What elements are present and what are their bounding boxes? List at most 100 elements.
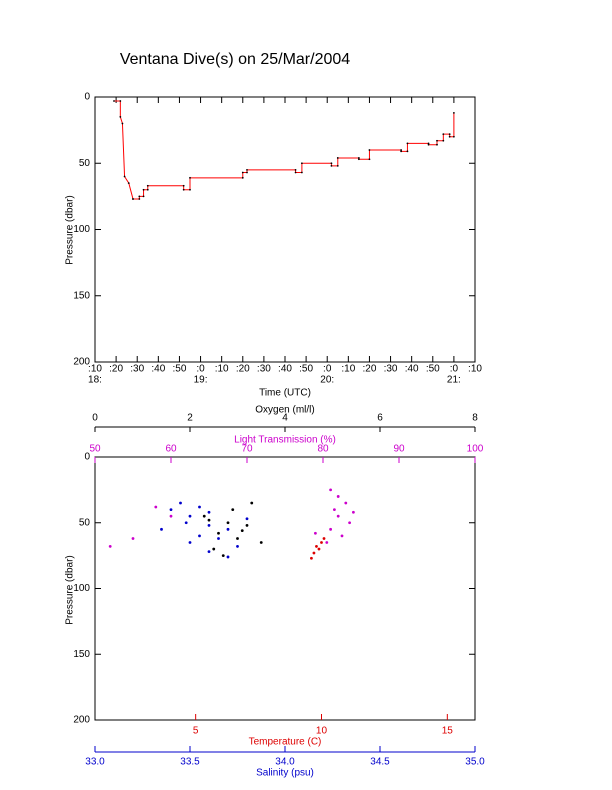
y-tick-label: 0 [84, 92, 90, 103]
x-tick-label: 80 [317, 444, 329, 455]
data-point [315, 545, 318, 548]
x-tick-label: :30 [384, 364, 398, 375]
data-point [119, 100, 122, 102]
x-tick-label: 8 [472, 413, 478, 424]
data-point [113, 100, 115, 102]
data-point [340, 534, 344, 538]
data-point [207, 523, 211, 527]
data-point [179, 501, 182, 505]
data-point [207, 550, 211, 554]
data-point [217, 537, 220, 540]
data-point [188, 514, 192, 518]
data-point [368, 149, 371, 151]
x-tick-label: :0 [450, 364, 459, 375]
data-point [442, 139, 445, 142]
data-point [241, 176, 244, 179]
x-tick-label: :50 [172, 364, 186, 375]
data-point [108, 545, 112, 548]
x-axis-title: Salinity (psu) [256, 768, 314, 779]
y-tick-label: 50 [79, 158, 91, 169]
x-tick-label: :50 [299, 364, 313, 375]
data-point [245, 517, 249, 521]
y-tick-label: 50 [79, 517, 91, 528]
data-point [320, 541, 323, 544]
y-axis-title: Pressure (dbar) [65, 555, 76, 624]
y-axis-title: Pressure (dbar) [65, 195, 76, 264]
data-point [245, 523, 249, 527]
data-point [452, 112, 455, 114]
x-tick-label: :0 [196, 364, 205, 375]
x-tick-label: 33.5 [180, 757, 200, 768]
data-point [336, 495, 340, 498]
y-tick-label: 100 [73, 583, 90, 594]
data-point [357, 158, 360, 161]
data-point [368, 158, 371, 161]
data-point [336, 165, 339, 167]
data-point [300, 162, 303, 165]
data-point [406, 150, 409, 153]
data-point [427, 142, 430, 145]
data-point [119, 115, 122, 118]
x-tick-label: :40 [405, 364, 419, 375]
data-point [221, 554, 225, 558]
data-point [217, 531, 220, 535]
x-tick-label: 60 [165, 444, 177, 455]
data-point [400, 149, 403, 151]
data-point [121, 122, 124, 125]
x-tick-label: 0 [92, 413, 98, 424]
data-point [325, 541, 329, 544]
data-point [310, 556, 313, 560]
data-point [169, 514, 173, 518]
data-point [132, 198, 134, 200]
data-point [189, 188, 191, 191]
data-point [330, 165, 333, 167]
data-line [114, 100, 455, 200]
x-tick-label: 70 [241, 444, 253, 455]
data-point [329, 488, 332, 492]
y-tick-label: 0 [84, 452, 90, 463]
data-point [198, 505, 201, 509]
x-axis-title: Light Transmission (%) [234, 435, 336, 446]
x-tick-label: 2 [187, 413, 193, 424]
data-point [182, 184, 185, 187]
data-point [189, 176, 191, 179]
x-axis-title: Temperature (C) [249, 737, 322, 748]
x-tick-label: 90 [393, 444, 405, 455]
data-point [436, 139, 438, 142]
x-axis-title: Time (UTC) [259, 388, 311, 399]
x-tick-label: 5 [193, 726, 199, 737]
data-point [452, 135, 455, 138]
x-tick-label: 4 [282, 413, 288, 424]
y-tick-label: 100 [73, 224, 90, 235]
y-tick-label: 200 [73, 715, 90, 726]
data-point [127, 182, 130, 185]
data-point [154, 505, 158, 509]
x-tick-label: 50 [89, 444, 101, 455]
x-tick-label: :20 [236, 364, 250, 375]
y-tick-label: 150 [73, 649, 90, 660]
data-point [131, 537, 135, 540]
x-tick-label: :10 [468, 364, 482, 375]
data-point [207, 510, 211, 514]
data-point [138, 198, 141, 200]
data-point [236, 537, 239, 540]
data-point [352, 510, 355, 514]
data-point [250, 501, 254, 505]
x-tick-label: :30 [130, 364, 144, 375]
data-point [329, 527, 332, 531]
x-hour-label: 20: [320, 375, 334, 386]
data-point [436, 143, 438, 146]
data-point [236, 545, 239, 548]
data-point [240, 529, 244, 533]
x-axis-title: Oxygen (ml/l) [255, 405, 314, 416]
data-point [400, 150, 403, 153]
data-point [322, 537, 326, 540]
chart-title: Ventana Dive(s) on 25/Mar/2004 [120, 51, 350, 68]
data-point [231, 508, 235, 511]
data-point [202, 514, 206, 518]
data-point [138, 195, 141, 198]
data-point [314, 531, 317, 535]
x-tick-label: :10 [88, 364, 102, 375]
